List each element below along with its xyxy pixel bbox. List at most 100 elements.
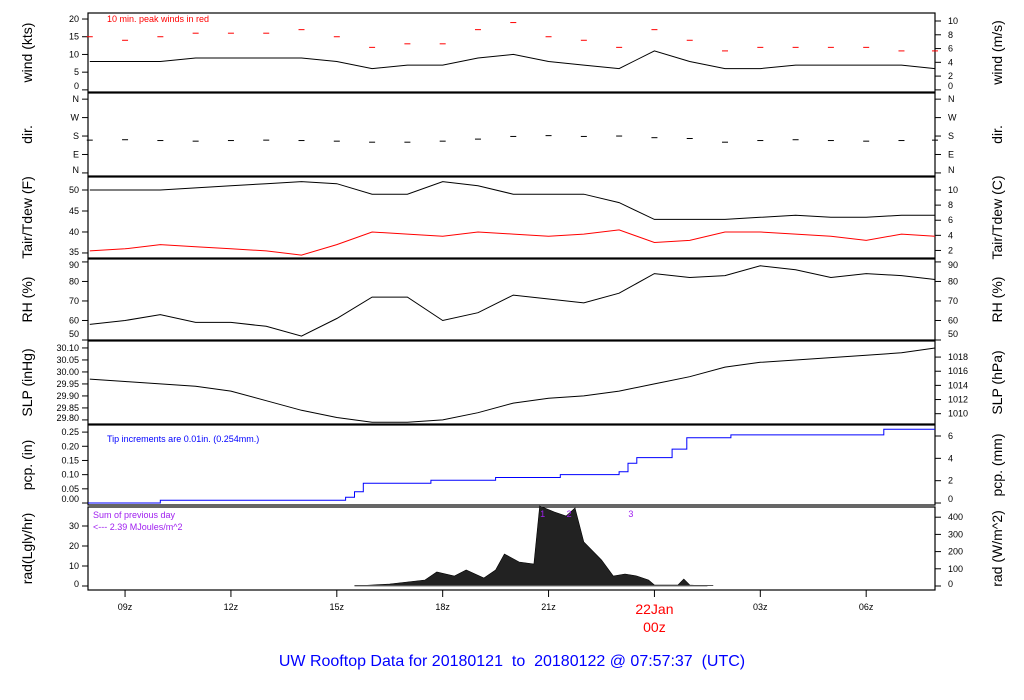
y2-tick-label: 1012 bbox=[948, 395, 968, 405]
y2-tick-label: 1016 bbox=[948, 366, 968, 376]
y2-tick-label: W bbox=[948, 113, 957, 123]
y2-tick-label: N bbox=[948, 94, 955, 104]
y-tick-label: 30 bbox=[69, 521, 79, 531]
panel-temp: 35 40 45 50 2 4 6 8 10 Tair/Tdew (F) Tair/Tdew (C) bbox=[19, 175, 1005, 259]
y-tick-label: E bbox=[73, 149, 79, 159]
plot-frame bbox=[87, 506, 936, 591]
y-tick-label: 90 bbox=[69, 260, 79, 270]
y-tick-label: 0.15 bbox=[61, 455, 79, 465]
y-axis-label: SLP (inHg) bbox=[19, 348, 35, 416]
y-axis-label: Tair/Tdew (F) bbox=[19, 176, 35, 258]
x-axis: 09z 12z 15z 18z 21z 22Jan 00z 03z 06z bbox=[118, 590, 874, 635]
x-tick-label: 09z bbox=[118, 602, 133, 612]
y2-tick-label: 50 bbox=[948, 329, 958, 339]
y2-tick-label: 1010 bbox=[948, 409, 968, 419]
y-tick-label: N bbox=[73, 165, 80, 175]
rad-marker: 2 bbox=[567, 509, 572, 519]
y2-tick-label: 1014 bbox=[948, 380, 968, 390]
plot-frame bbox=[87, 12, 936, 93]
y-tick-label: 10 bbox=[69, 561, 79, 571]
y-tick-label: N bbox=[73, 94, 80, 104]
y2-tick-label: 1018 bbox=[948, 352, 968, 362]
y-tick-label: 0.20 bbox=[61, 441, 79, 451]
y-tick-label: 29.95 bbox=[56, 379, 79, 389]
y-tick-label: 35 bbox=[69, 247, 79, 257]
y-tick-label: 70 bbox=[69, 296, 79, 306]
y-tick-label: 30.05 bbox=[56, 355, 79, 365]
y2-tick-label: 6 bbox=[948, 431, 953, 441]
date-label: 22Jan bbox=[635, 601, 673, 617]
y2-tick-label: 100 bbox=[948, 564, 963, 574]
x-tick-label: 12z bbox=[224, 602, 239, 612]
chart-title: UW Rooftop Data for 20180121 to 20180122… bbox=[279, 653, 745, 670]
y-tick-label: 0.00 bbox=[61, 494, 79, 504]
y2-tick-label: 10 bbox=[948, 16, 958, 26]
precip-step-line bbox=[88, 428, 935, 504]
y2-tick-label: N bbox=[948, 165, 955, 175]
y-axis-label: rad(Lgly/hr) bbox=[19, 513, 35, 585]
y-tick-label: 29.85 bbox=[56, 403, 79, 413]
rad-note: Sum of previous day bbox=[93, 510, 176, 520]
y2-tick-label: 60 bbox=[948, 315, 958, 325]
y-tick-label: 0.05 bbox=[61, 484, 79, 494]
series-tair-line bbox=[89, 181, 935, 220]
y2-axis-label: rad (W/m^2) bbox=[989, 510, 1005, 587]
radiation-area bbox=[354, 505, 708, 587]
y-tick-label: 50 bbox=[69, 185, 79, 195]
y2-tick-label: 8 bbox=[948, 30, 953, 40]
plot-frame bbox=[87, 176, 936, 259]
rad-note: <--- 2.39 MJoules/m^2 bbox=[93, 522, 183, 532]
y2-tick-label: 80 bbox=[948, 276, 958, 286]
y2-tick-label: 70 bbox=[948, 296, 958, 306]
rad-marker: 1 bbox=[540, 509, 545, 519]
x-tick-label: 21z bbox=[541, 602, 556, 612]
plot-frame bbox=[87, 258, 936, 341]
x-tick-label: 18z bbox=[435, 602, 450, 612]
y2-tick-label: 2 bbox=[948, 245, 953, 255]
y-axis-label: wind (kts) bbox=[19, 23, 35, 84]
wind-annotation: 10 min. peak winds in red bbox=[107, 14, 209, 24]
y2-axis-label: dir. bbox=[989, 125, 1005, 144]
y2-axis-label: SLP (hPa) bbox=[989, 350, 1005, 414]
y-tick-label: S bbox=[73, 131, 79, 141]
y2-tick-label: 2 bbox=[948, 71, 953, 81]
x-tick-label: 15z bbox=[330, 602, 345, 612]
y-axis-label: RH (%) bbox=[19, 277, 35, 323]
panel-rh: 50 60 70 80 90 50 60 70 80 90 RH (%) RH (%) bbox=[19, 258, 1005, 341]
y-tick-label: 45 bbox=[69, 206, 79, 216]
y-tick-label: 0 bbox=[74, 579, 79, 589]
y2-tick-label: 200 bbox=[948, 547, 963, 557]
pcp-annotation: Tip increments are 0.01in. (0.254mm.) bbox=[107, 434, 259, 444]
y-tick-label: 40 bbox=[69, 227, 79, 237]
y2-tick-label: 8 bbox=[948, 200, 953, 210]
y2-tick-label: 6 bbox=[948, 44, 953, 54]
y2-tick-label: 2 bbox=[948, 476, 953, 486]
y2-axis-label: pcp. (mm) bbox=[989, 434, 1005, 497]
y-axis-label: pcp. (in) bbox=[19, 440, 35, 491]
y-tick-label: 15 bbox=[69, 32, 79, 42]
y2-tick-label: 300 bbox=[948, 529, 963, 539]
rad-marker: 3 bbox=[628, 509, 633, 519]
y-axis-label: dir. bbox=[19, 125, 35, 144]
y2-tick-label: 0 bbox=[948, 579, 953, 589]
x-tick-label: 06z bbox=[859, 602, 874, 612]
date-hour-label: 00z bbox=[643, 619, 666, 635]
y-tick-label: 10 bbox=[69, 49, 79, 59]
y-tick-label: 60 bbox=[69, 315, 79, 325]
series-slp-line bbox=[89, 347, 936, 423]
y2-tick-label: 6 bbox=[948, 215, 953, 225]
x-tick-label: 03z bbox=[753, 602, 768, 612]
y-tick-label: W bbox=[71, 113, 80, 123]
y-tick-label: 20 bbox=[69, 541, 79, 551]
y2-tick-label: 0 bbox=[948, 494, 953, 504]
y2-tick-label: 4 bbox=[948, 57, 953, 67]
y-tick-label: 80 bbox=[69, 276, 79, 286]
y-tick-label: 29.80 bbox=[56, 413, 79, 423]
y2-tick-label: S bbox=[948, 131, 954, 141]
y-tick-label: 0.25 bbox=[61, 427, 79, 437]
y-tick-label: 0.10 bbox=[61, 470, 79, 480]
